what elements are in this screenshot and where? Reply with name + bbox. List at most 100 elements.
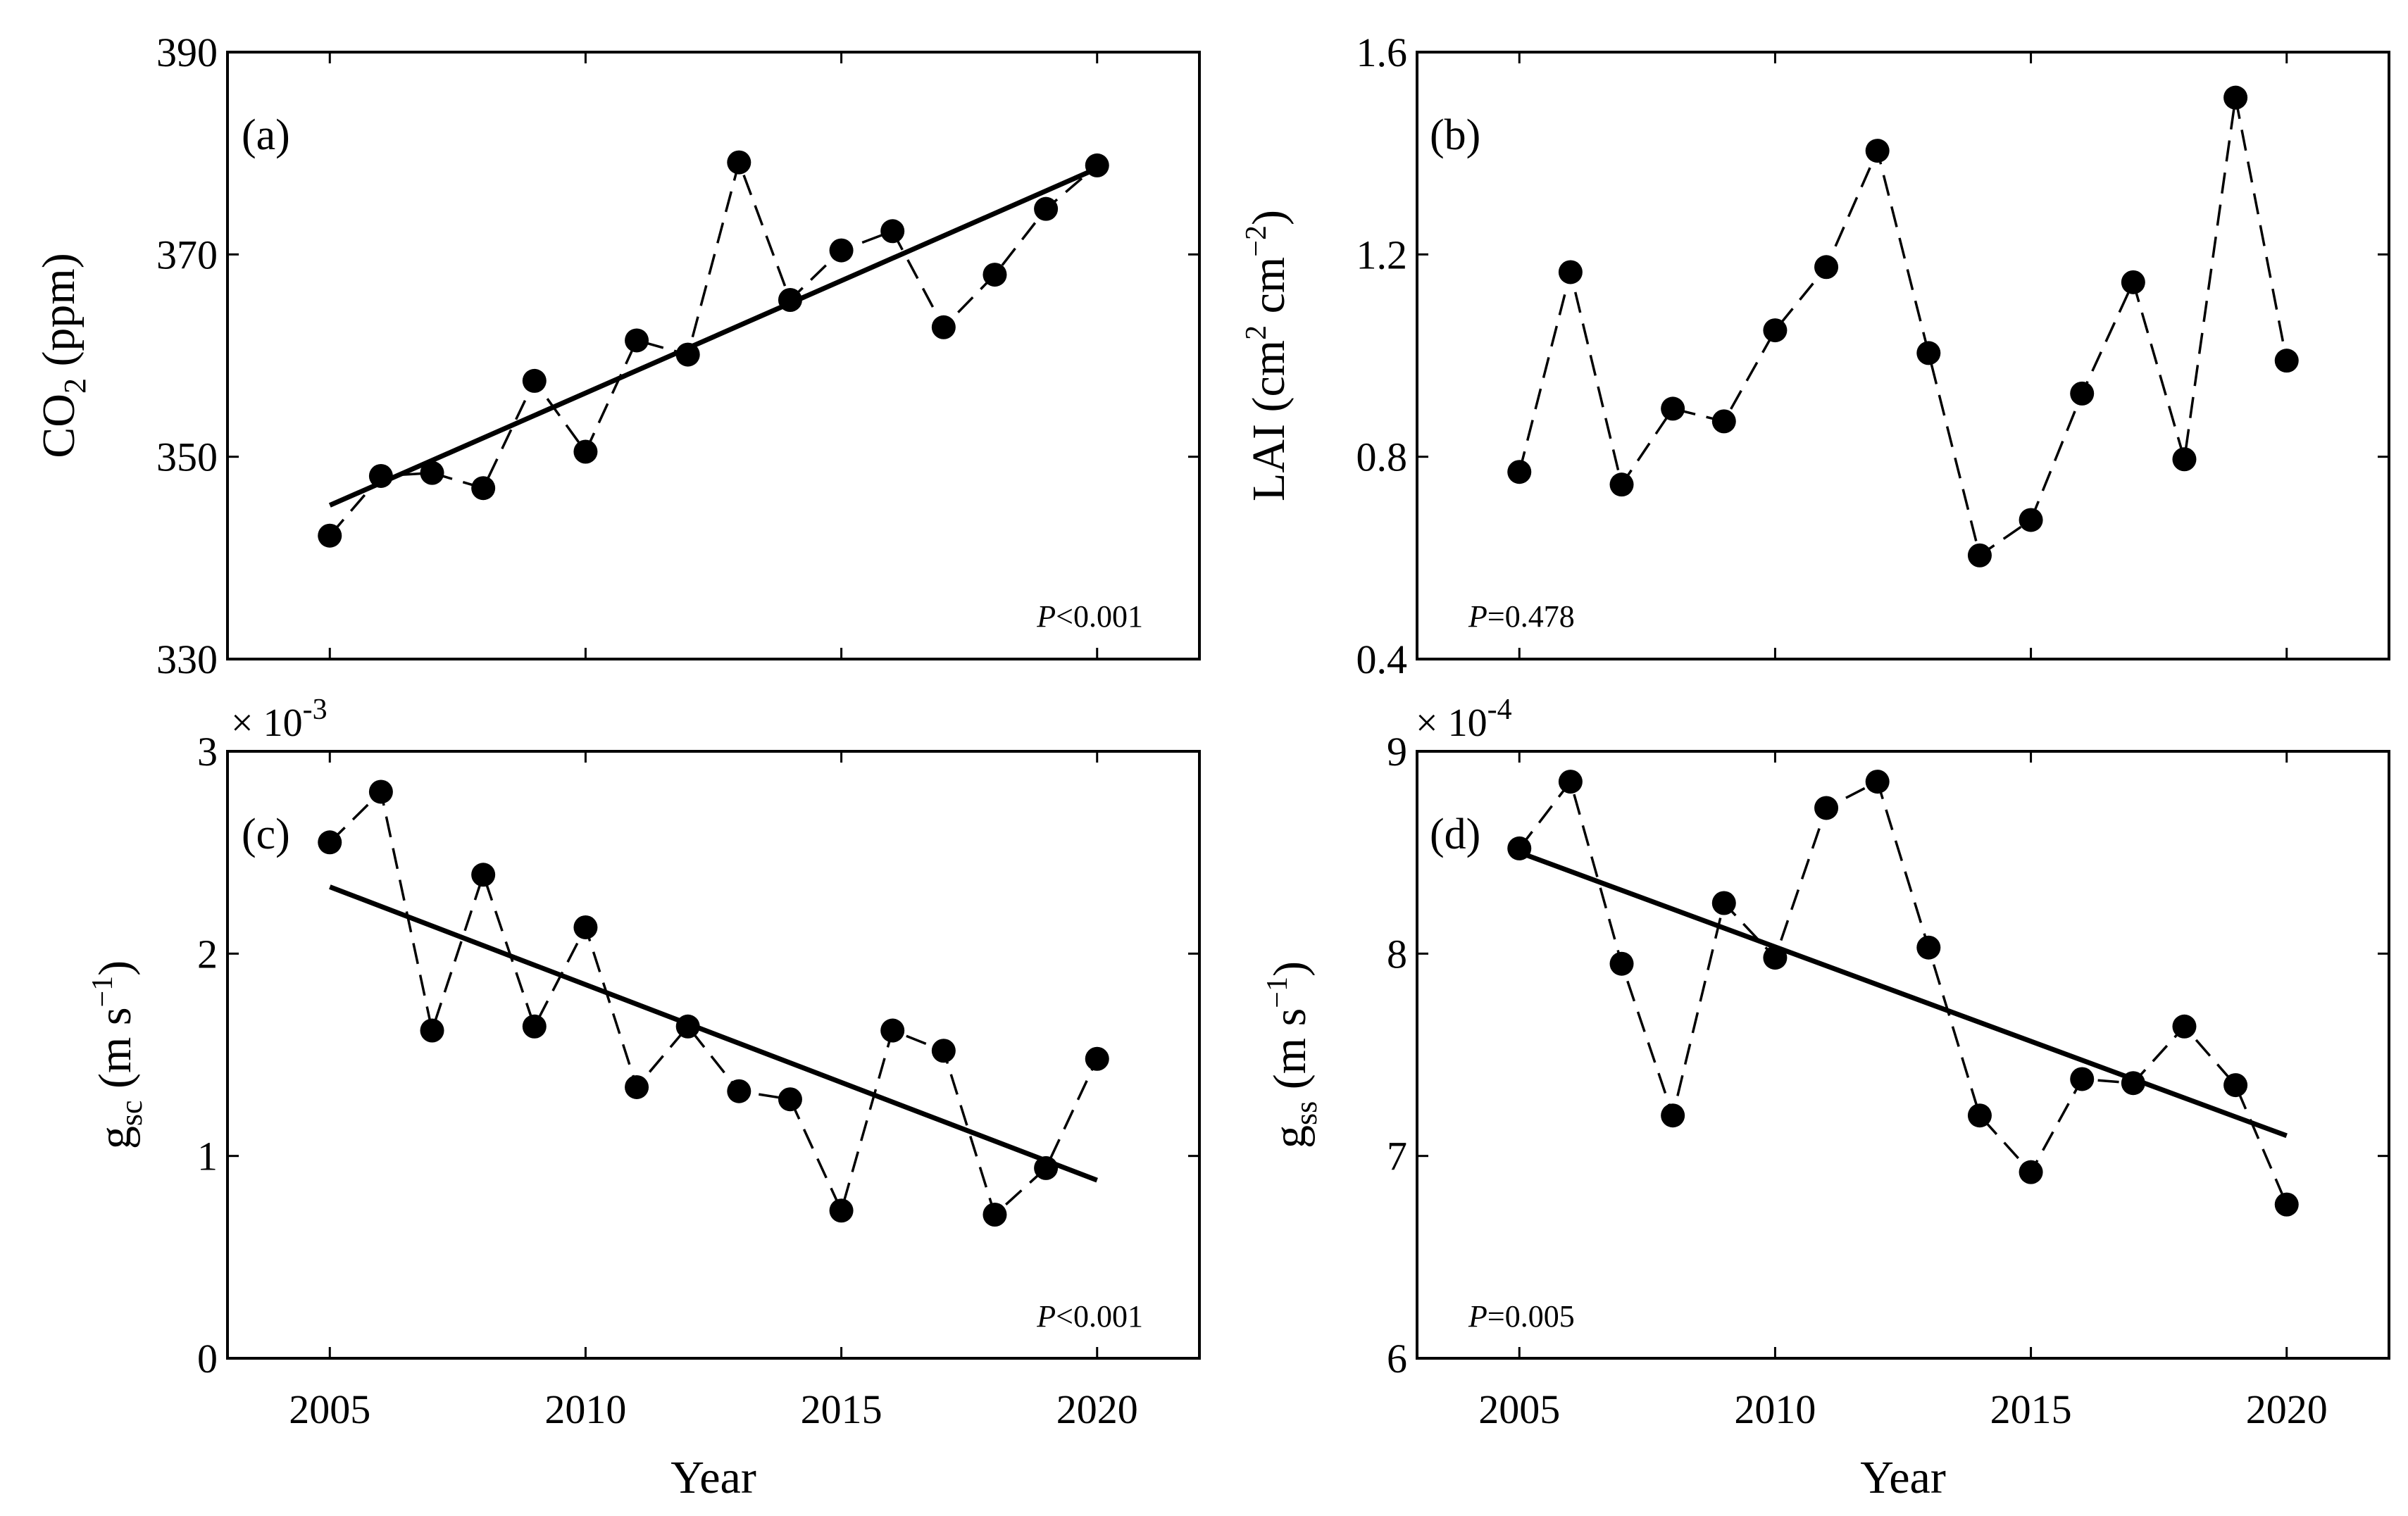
y-tick-label: 7 [1387, 1134, 1407, 1179]
data-point [318, 830, 342, 855]
data-marks [318, 779, 1109, 1227]
trend-line [1518, 850, 2288, 1139]
data-point [625, 328, 649, 353]
y-tick-label: 3 [197, 729, 218, 775]
data-point [1034, 196, 1059, 221]
data-point [2223, 85, 2248, 110]
data-point [368, 779, 393, 804]
data-point [1711, 409, 1736, 434]
data-marks [318, 150, 1109, 548]
y-tick-label: 8 [1387, 931, 1407, 977]
data-point [522, 368, 547, 393]
data-point [1609, 472, 1634, 497]
data-point [829, 238, 854, 263]
p-value: P=0.478 [1468, 599, 1575, 634]
data-marks [1507, 85, 2299, 568]
y-axis-label: gsc (m s−1) [87, 960, 149, 1149]
data-marks [1507, 770, 2299, 1217]
data-point [2019, 1160, 2043, 1184]
panel-tag: (d) [1430, 810, 1480, 858]
x-tick-label: 2015 [1990, 1386, 2072, 1432]
trend-line [328, 165, 1099, 508]
y-tick-label: 330 [156, 637, 218, 682]
p-value: P<0.001 [1036, 599, 1143, 634]
data-point [1507, 460, 1532, 484]
y-tick-label: 1.6 [1356, 30, 1408, 75]
y-tick-label: 390 [156, 30, 218, 75]
data-point [2070, 1067, 2095, 1091]
data-point [1661, 396, 1685, 421]
y-tick-label: 0 [197, 1336, 218, 1382]
data-point [982, 263, 1007, 287]
data-point [931, 1039, 956, 1063]
data-point [573, 915, 598, 939]
data-point [1916, 341, 1941, 365]
x-axis-label: Year [670, 1452, 756, 1503]
data-point [2223, 1073, 2248, 1098]
data-point [1085, 1046, 1109, 1071]
data-point [1558, 770, 1583, 794]
data-point [829, 1198, 854, 1223]
panel-a: 330 350 370 390 (a) P<0.001 CO2 (ppm) [33, 30, 1201, 682]
exponent-label: × 10-3 [231, 694, 327, 745]
x-axis-label: Year [1860, 1452, 1946, 1503]
y-tick-label: 370 [156, 232, 218, 277]
data-point [778, 1087, 802, 1112]
data-point [420, 461, 444, 485]
panel-b: 0.4 0.8 1.2 1.6 (b) P=0.478 LAI (cm2 cm−2) [1240, 30, 2390, 682]
data-point [1967, 543, 1992, 568]
series-line [1518, 779, 2288, 1205]
x-tick-label: 2010 [544, 1386, 626, 1432]
data-point [420, 1018, 444, 1043]
tick-marks: 330 350 370 390 [156, 30, 1199, 682]
x-tick-label: 2005 [1478, 1386, 1560, 1432]
data-point [1865, 770, 1890, 794]
data-point [1558, 260, 1583, 284]
tick-marks: 0.4 0.8 1.2 1.6 [1356, 30, 2389, 682]
tick-marks: 6 7 8 9 2005 2010 2015 2020 [1387, 729, 2389, 1432]
y-tick-label: 6 [1387, 1336, 1407, 1382]
data-point [1814, 796, 1839, 820]
y-axis-label: CO2 (ppm) [33, 253, 92, 458]
data-point [522, 1014, 547, 1039]
data-point [1763, 318, 1788, 343]
data-point [2070, 381, 2095, 406]
data-point [2019, 508, 2043, 532]
data-point [2121, 270, 2145, 294]
panel-tag: (a) [242, 111, 290, 159]
x-tick-label: 2010 [1734, 1386, 1816, 1432]
data-point [1865, 139, 1890, 163]
data-point [573, 439, 598, 464]
data-point [880, 219, 905, 244]
data-point [727, 150, 751, 175]
data-point [318, 523, 342, 548]
data-point [1916, 935, 1941, 960]
series-line [329, 789, 1099, 1217]
panel-tag: (b) [1430, 111, 1480, 159]
x-tick-label: 2020 [2246, 1386, 2328, 1432]
y-tick-label: 350 [156, 434, 218, 480]
x-tick-label: 2005 [289, 1386, 370, 1432]
y-axis-label: gss (m s−1) [1261, 961, 1323, 1148]
data-point [2274, 349, 2299, 373]
y-tick-label: 2 [197, 931, 218, 977]
p-value: P<0.001 [1036, 1299, 1143, 1334]
y-axis-label: LAI (cm2 cm−2) [1240, 210, 1295, 501]
exponent-label: × 10-4 [1416, 694, 1512, 745]
series-line [328, 158, 1098, 537]
data-point [471, 863, 496, 887]
series-line [1518, 97, 2288, 558]
p-value: P=0.005 [1468, 1299, 1575, 1334]
data-point [1967, 1103, 1992, 1128]
data-point [2172, 1014, 2197, 1039]
x-tick-label: 2015 [801, 1386, 882, 1432]
panel-tag: (c) [242, 810, 290, 858]
tick-marks: 0 1 2 3 2005 2010 2015 2020 [197, 729, 1199, 1432]
y-tick-label: 0.8 [1356, 434, 1408, 480]
axes-frame [226, 750, 1201, 1360]
x-tick-label: 2020 [1056, 1386, 1138, 1432]
data-point [982, 1202, 1007, 1227]
data-point [471, 476, 496, 501]
data-point [2172, 447, 2197, 472]
